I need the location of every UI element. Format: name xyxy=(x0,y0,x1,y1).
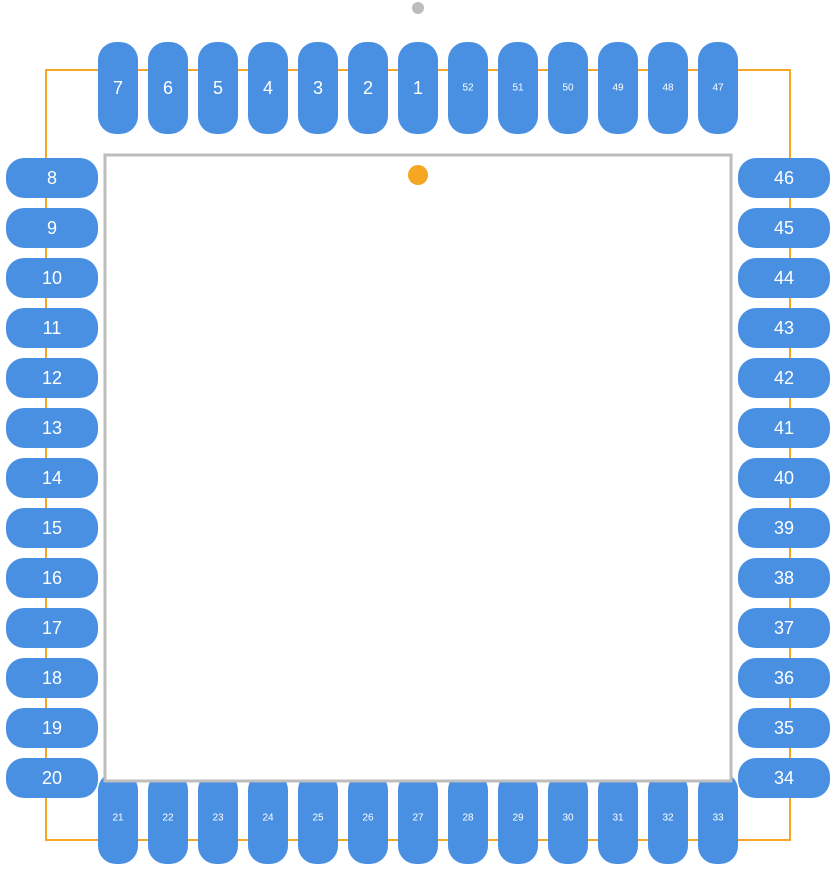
pin-label-34: 34 xyxy=(774,768,794,788)
pin-label-23: 23 xyxy=(212,813,224,824)
pin-label-45: 45 xyxy=(774,218,794,238)
pin-label-1: 1 xyxy=(413,78,423,98)
pin-label-49: 49 xyxy=(612,83,624,94)
pin-label-51: 51 xyxy=(512,83,524,94)
pin-label-14: 14 xyxy=(42,468,62,488)
pin-label-32: 32 xyxy=(662,813,674,824)
pin-label-27: 27 xyxy=(412,813,424,824)
pin-label-28: 28 xyxy=(462,813,474,824)
pin-label-9: 9 xyxy=(47,218,57,238)
pin-label-10: 10 xyxy=(42,268,62,288)
pin-label-52: 52 xyxy=(462,83,474,94)
pin-label-13: 13 xyxy=(42,418,62,438)
pin-label-39: 39 xyxy=(774,518,794,538)
pin-label-18: 18 xyxy=(42,668,62,688)
pin-label-37: 37 xyxy=(774,618,794,638)
pin-label-31: 31 xyxy=(612,813,624,824)
pin-label-21: 21 xyxy=(112,813,124,824)
pin-label-3: 3 xyxy=(313,78,323,98)
pin-label-15: 15 xyxy=(42,518,62,538)
pin-label-16: 16 xyxy=(42,568,62,588)
pin-label-24: 24 xyxy=(262,813,274,824)
pin-label-46: 46 xyxy=(774,168,794,188)
pin-label-26: 26 xyxy=(362,813,374,824)
pin-label-2: 2 xyxy=(363,78,373,98)
pin-label-22: 22 xyxy=(162,813,174,824)
pin-label-33: 33 xyxy=(712,813,724,824)
pin-label-19: 19 xyxy=(42,718,62,738)
pin-label-43: 43 xyxy=(774,318,794,338)
pin-label-5: 5 xyxy=(213,78,223,98)
ic-package-footprint: 7654321525150494847212223242526272829303… xyxy=(0,0,836,872)
pin-label-38: 38 xyxy=(774,568,794,588)
pin-label-29: 29 xyxy=(512,813,524,824)
pin-label-47: 47 xyxy=(712,83,724,94)
pin-label-30: 30 xyxy=(562,813,574,824)
pin-label-20: 20 xyxy=(42,768,62,788)
pin-label-7: 7 xyxy=(113,78,123,98)
pin-label-35: 35 xyxy=(774,718,794,738)
pin1-indicator-dot xyxy=(408,165,428,185)
pin-label-11: 11 xyxy=(43,318,62,338)
package-body xyxy=(105,155,731,781)
pin-label-42: 42 xyxy=(774,368,794,388)
pin-label-50: 50 xyxy=(562,83,574,94)
pin-label-25: 25 xyxy=(312,813,324,824)
pin-label-36: 36 xyxy=(774,668,794,688)
pin-label-17: 17 xyxy=(42,618,62,638)
pin-label-12: 12 xyxy=(42,368,62,388)
orientation-dot xyxy=(412,2,424,14)
pin-label-4: 4 xyxy=(263,78,273,98)
pin-label-6: 6 xyxy=(163,78,173,98)
pin-label-41: 41 xyxy=(774,418,794,438)
pin-label-8: 8 xyxy=(47,168,57,188)
pin-label-40: 40 xyxy=(774,468,794,488)
pin-label-44: 44 xyxy=(774,268,794,288)
pin-label-48: 48 xyxy=(662,83,674,94)
